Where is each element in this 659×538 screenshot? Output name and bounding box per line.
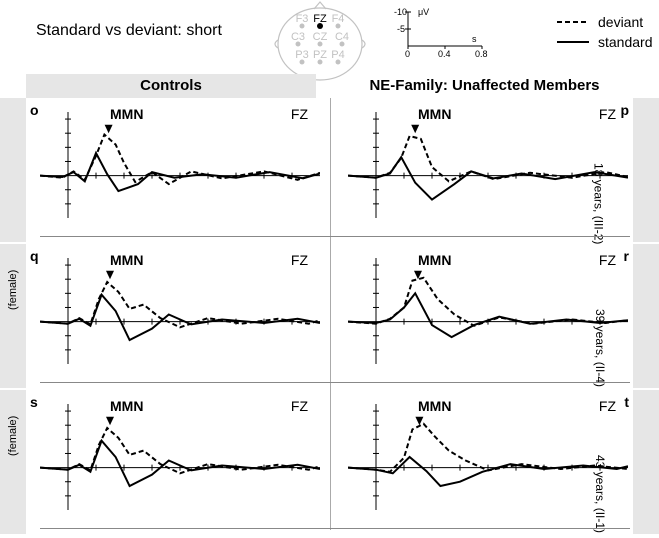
rowlabel-right: 43 years, (II-1) [633, 390, 659, 534]
erp-panel-right: MMN FZ [348, 258, 628, 376]
column-header-left: Controls [26, 74, 316, 98]
mmn-label: MMN [110, 106, 143, 122]
figure-title: Standard vs deviant: short [36, 22, 222, 40]
row-underline [40, 236, 630, 237]
mmn-label: MMN [418, 106, 451, 122]
svg-text:0.8: 0.8 [475, 49, 488, 59]
erp-panel-left: MMN FZ [40, 404, 320, 522]
electrode-f4: F4 [332, 13, 345, 25]
rowlabel-left: 18-19 years, N=5 [0, 98, 26, 242]
channel-label: FZ [599, 398, 616, 414]
electrode-p3: P3 [295, 49, 308, 61]
svg-text:0.4: 0.4 [438, 49, 451, 59]
electrode-pz: PZ [313, 49, 327, 61]
legend-standard: standard [556, 32, 652, 52]
rowlabel-left: 35-39 years, N=6 (female) [0, 244, 26, 388]
erp-panel-right: MMN FZ [348, 404, 628, 522]
svg-text:s: s [472, 34, 477, 44]
svg-text:0: 0 [405, 49, 410, 59]
electrode-fz: FZ [313, 13, 327, 25]
rowlabel-right: 18 years, (III-2) [633, 98, 659, 242]
channel-label: FZ [291, 398, 308, 414]
rowlabel-right: 39 years, (II-4) [633, 244, 659, 388]
channel-label: FZ [291, 106, 308, 122]
mmn-label: MMN [418, 252, 451, 268]
panel-key-left: o [30, 102, 39, 118]
erp-panel-left: MMN FZ [40, 258, 320, 376]
svg-text:-5: -5 [397, 24, 405, 34]
rowlabel-left: 35-39 years, N=6 (female) [0, 390, 26, 534]
legend-standard-label: standard [598, 34, 652, 50]
electrode-cz: CZ [313, 31, 328, 43]
legend: deviant standard [556, 12, 652, 52]
channel-label: FZ [599, 106, 616, 122]
top-band: Standard vs deviant: short F3 F4 C3 CZ C… [0, 0, 659, 74]
svg-text:-10: -10 [394, 7, 407, 17]
column-headers: Controls NE-Family: Unaffected Members [0, 74, 659, 98]
mmn-label: MMN [418, 398, 451, 414]
row-underline [40, 528, 630, 529]
mmn-label: MMN [110, 252, 143, 268]
legend-deviant: deviant [556, 12, 652, 32]
erp-panel-left: MMN FZ [40, 112, 320, 230]
electrode-head-icon: F3 F4 C3 CZ C4 P3 PZ P4 FZ [268, 0, 372, 78]
electrode-p4: P4 [331, 49, 344, 61]
svg-text:μV: μV [418, 7, 429, 17]
electrode-f3: F3 [296, 13, 309, 25]
row-q: 35-39 years, N=6 (female) 39 years, (II-… [0, 244, 659, 388]
channel-label: FZ [291, 252, 308, 268]
figure: Standard vs deviant: short F3 F4 C3 CZ C… [0, 0, 659, 538]
mmn-label: MMN [110, 398, 143, 414]
legend-deviant-label: deviant [598, 14, 643, 30]
row-s: 35-39 years, N=6 (female) 43 years, (II-… [0, 390, 659, 534]
row-o: 18-19 years, N=5 18 years, (III-2) o p M… [0, 98, 659, 242]
channel-label: FZ [599, 252, 616, 268]
erp-panel-right: MMN FZ [348, 112, 628, 230]
column-header-right: NE-Family: Unaffected Members [336, 74, 633, 98]
electrode-c4: C4 [335, 31, 349, 43]
panel-key-left: s [30, 394, 38, 410]
electrode-c3: C3 [291, 31, 305, 43]
scale-inset: -10 -5 μV 0 0.4 0.8 s [394, 4, 488, 60]
row-underline [40, 382, 630, 383]
panel-key-left: q [30, 248, 39, 264]
